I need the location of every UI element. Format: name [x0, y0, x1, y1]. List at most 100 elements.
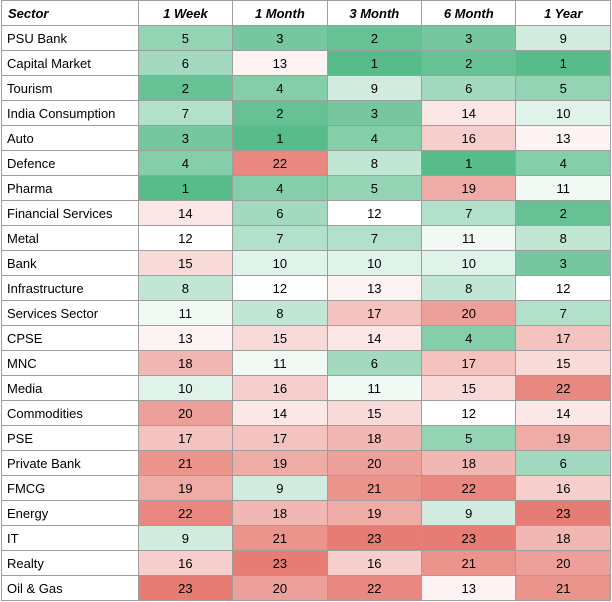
sector-label: Defence	[1, 150, 139, 176]
rank-cell: 23	[515, 500, 611, 526]
rank-cell: 7	[232, 225, 328, 251]
rank-cell: 6	[515, 450, 611, 476]
sector-label: Infrastructure	[1, 275, 139, 301]
rank-cell: 5	[326, 175, 423, 201]
sector-label: FMCG	[1, 475, 139, 501]
table-row: Private Bank 21 19 20 18 6	[1, 450, 611, 476]
rank-cell: 1	[137, 175, 234, 201]
rank-cell: 8	[232, 300, 328, 326]
sector-label: Services Sector	[1, 300, 139, 326]
table-row: Defence 4 22 8 1 4	[1, 150, 611, 176]
rank-cell: 23	[232, 550, 328, 576]
rank-cell: 15	[326, 400, 423, 426]
rank-cell: 23	[421, 525, 517, 551]
column-header-3-month: 3 Month	[326, 0, 423, 26]
table-row: Services Sector 11 8 17 20 7	[1, 300, 611, 326]
table-row: Pharma 1 4 5 19 11	[1, 175, 611, 201]
rank-cell: 11	[326, 375, 423, 401]
rank-cell: 18	[515, 525, 611, 551]
sector-label: Energy	[1, 500, 139, 526]
sector-label: PSE	[1, 425, 139, 451]
rank-cell: 6	[232, 200, 328, 226]
sector-label: IT	[1, 525, 139, 551]
rank-cell: 10	[421, 250, 517, 276]
rank-cell: 11	[421, 225, 517, 251]
sector-label: India Consumption	[1, 100, 139, 126]
rank-cell: 23	[326, 525, 423, 551]
rank-cell: 17	[515, 325, 611, 351]
rank-cell: 10	[326, 250, 423, 276]
rank-cell: 8	[137, 275, 234, 301]
rank-cell: 17	[326, 300, 423, 326]
rank-cell: 3	[232, 25, 328, 51]
rank-cell: 15	[421, 375, 517, 401]
rank-cell: 17	[137, 425, 234, 451]
table-row: Capital Market 6 13 1 2 1	[1, 50, 611, 76]
rank-cell: 9	[232, 475, 328, 501]
rank-cell: 12	[232, 275, 328, 301]
rank-cell: 15	[137, 250, 234, 276]
rank-cell: 18	[421, 450, 517, 476]
rank-cell: 14	[421, 100, 517, 126]
rank-cell: 12	[515, 275, 611, 301]
rank-cell: 17	[232, 425, 328, 451]
rank-cell: 5	[421, 425, 517, 451]
table-row: FMCG 19 9 21 22 16	[1, 475, 611, 501]
sector-label: Metal	[1, 225, 139, 251]
sector-label: PSU Bank	[1, 25, 139, 51]
rank-cell: 14	[137, 200, 234, 226]
rank-cell: 12	[137, 225, 234, 251]
rank-cell: 21	[137, 450, 234, 476]
column-header-1-week: 1 Week	[137, 0, 234, 26]
rank-cell: 13	[137, 325, 234, 351]
rank-cell: 16	[137, 550, 234, 576]
rank-cell: 7	[515, 300, 611, 326]
rank-cell: 8	[515, 225, 611, 251]
rank-cell: 2	[421, 50, 517, 76]
sector-label: Capital Market	[1, 50, 139, 76]
table-row: Oil & Gas 23 20 22 13 21	[1, 575, 611, 601]
rank-cell: 21	[421, 550, 517, 576]
rank-cell: 9	[326, 75, 423, 101]
rank-cell: 6	[137, 50, 234, 76]
rank-cell: 4	[232, 175, 328, 201]
rank-cell: 20	[232, 575, 328, 601]
rank-cell: 13	[421, 575, 517, 601]
sector-label: Commodities	[1, 400, 139, 426]
rank-cell: 10	[137, 375, 234, 401]
column-header-6-month: 6 Month	[421, 0, 517, 26]
sector-label: Tourism	[1, 75, 139, 101]
rank-cell: 21	[515, 575, 611, 601]
sector-label: Media	[1, 375, 139, 401]
rank-cell: 23	[137, 575, 234, 601]
rank-cell: 19	[232, 450, 328, 476]
rank-cell: 21	[326, 475, 423, 501]
rank-cell: 15	[232, 325, 328, 351]
rank-cell: 10	[515, 100, 611, 126]
rank-cell: 7	[137, 100, 234, 126]
rank-cell: 1	[515, 50, 611, 76]
rank-cell: 6	[421, 75, 517, 101]
rank-cell: 6	[326, 350, 423, 376]
rank-cell: 12	[421, 400, 517, 426]
rank-cell: 19	[137, 475, 234, 501]
rank-cell: 20	[515, 550, 611, 576]
rank-cell: 22	[137, 500, 234, 526]
table-row: Commodities 20 14 15 12 14	[1, 400, 611, 426]
rank-cell: 3	[326, 100, 423, 126]
sector-label: Private Bank	[1, 450, 139, 476]
column-header-1-year: 1 Year	[515, 0, 611, 26]
rank-cell: 7	[421, 200, 517, 226]
rank-cell: 4	[515, 150, 611, 176]
rank-cell: 11	[515, 175, 611, 201]
rank-cell: 19	[515, 425, 611, 451]
table-row: Financial Services 14 6 12 7 2	[1, 200, 611, 226]
sector-label: Bank	[1, 250, 139, 276]
table-row: Tourism 2 4 9 6 5	[1, 75, 611, 101]
rank-cell: 14	[326, 325, 423, 351]
rank-cell: 2	[137, 75, 234, 101]
rank-cell: 4	[232, 75, 328, 101]
rank-cell: 1	[232, 125, 328, 151]
rank-cell: 16	[515, 475, 611, 501]
rank-cell: 20	[326, 450, 423, 476]
